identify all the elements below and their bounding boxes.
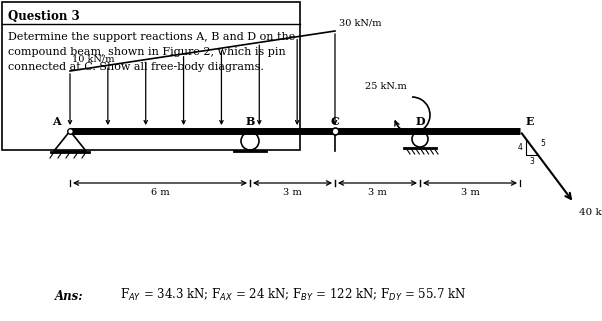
Text: 5: 5 (540, 140, 545, 149)
Bar (2, 2, 300, 150)
Text: Determine the support reactions A, B and D on the
compound beam, shown in Figure: Determine the support reactions A, B and… (8, 32, 295, 73)
Text: 10 kN/m: 10 kN/m (72, 54, 114, 63)
Text: D: D (415, 116, 425, 127)
Text: C: C (330, 116, 340, 127)
Text: 40 kN: 40 kN (579, 208, 602, 217)
Text: 3 m: 3 m (368, 188, 387, 197)
Text: Question 3: Question 3 (8, 10, 79, 23)
Text: 25 kN.m: 25 kN.m (365, 82, 407, 91)
Text: 3 m: 3 m (283, 188, 302, 197)
Text: F$_{AY}$ = 34.3 kN; F$_{AX}$ = 24 kN; F$_{BY}$ = 122 kN; F$_{DY}$ = 55.7 kN: F$_{AY}$ = 34.3 kN; F$_{AX}$ = 24 kN; F$… (120, 287, 467, 303)
Text: A: A (52, 116, 60, 127)
Text: B: B (245, 116, 255, 127)
Text: 30 kN/m: 30 kN/m (339, 18, 382, 27)
Text: 3 m: 3 m (461, 188, 479, 197)
Text: E: E (526, 116, 535, 127)
Text: Ans:: Ans: (55, 290, 84, 303)
Text: 3: 3 (530, 157, 535, 166)
Text: 6 m: 6 m (150, 188, 169, 197)
Text: 4: 4 (517, 143, 522, 152)
